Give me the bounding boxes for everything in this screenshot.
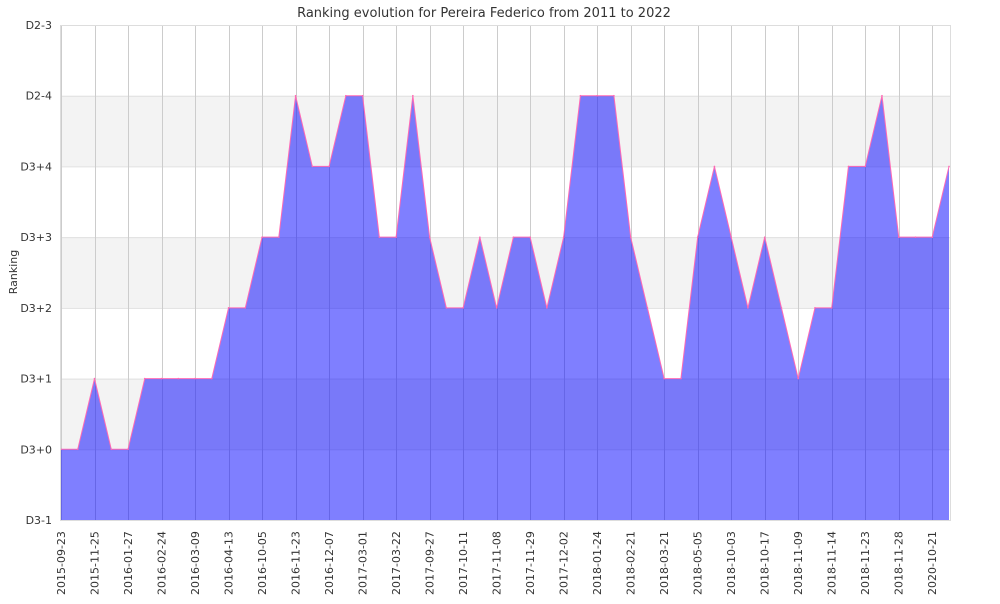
- data-point: [428, 236, 431, 238]
- x-tick-label: 2017-12-02: [558, 531, 571, 595]
- x-tick-label: 2016-11-23: [290, 531, 303, 595]
- data-point: [864, 165, 867, 168]
- data-point: [546, 307, 548, 309]
- x-tick-label: 2017-03-22: [390, 531, 403, 595]
- data-point: [663, 377, 665, 380]
- x-tick-label: 2018-05-05: [692, 531, 705, 595]
- x-tick-label: 2016-03-09: [189, 531, 202, 595]
- data-point: [797, 377, 800, 380]
- x-tick-label: 2016-01-27: [122, 531, 135, 595]
- data-point: [445, 307, 448, 309]
- data-point: [596, 94, 598, 97]
- data-point: [328, 165, 330, 168]
- data-point: [730, 236, 732, 238]
- data-point: [76, 448, 79, 451]
- y-tick-label: D3+3: [20, 231, 52, 244]
- data-point: [914, 236, 917, 238]
- data-point: [696, 236, 699, 238]
- ranking-line: [61, 95, 950, 450]
- plot-border: [60, 25, 951, 521]
- x-tick-label: 2018-11-14: [826, 531, 839, 595]
- x-tick-label: 2016-12-07: [323, 531, 336, 595]
- chart-title: Ranking evolution for Pereira Federico f…: [297, 6, 671, 21]
- x-tick-label: 2018-10-17: [759, 531, 772, 595]
- data-point: [629, 236, 632, 238]
- y-tick-label: D2-4: [26, 90, 52, 103]
- x-tick-label: 2018-01-24: [591, 531, 604, 595]
- y-tick-label: D3-1: [26, 514, 52, 527]
- data-point: [830, 307, 833, 309]
- data-point: [881, 94, 883, 97]
- y-tick-label: D3+4: [20, 160, 52, 173]
- data-point: [562, 236, 565, 238]
- data-point: [613, 94, 615, 97]
- data-point: [261, 236, 263, 238]
- data-point: [747, 307, 749, 309]
- x-tick-label: 2017-09-27: [424, 531, 437, 595]
- x-tick-label: 2018-11-28: [893, 531, 906, 595]
- data-point: [160, 377, 163, 380]
- data-point: [345, 94, 347, 97]
- data-point: [412, 94, 414, 97]
- data-point: [462, 307, 464, 309]
- grid-band: [61, 95, 950, 167]
- x-tick-label: 2018-11-09: [792, 531, 805, 595]
- x-tick-label: 2018-03-21: [658, 531, 671, 595]
- data-point: [847, 165, 850, 168]
- data-point: [127, 448, 129, 451]
- data-point: [361, 94, 364, 97]
- data-point: [110, 448, 113, 451]
- data-point: [680, 377, 682, 380]
- x-tick-label: 2015-09-23: [55, 531, 68, 595]
- data-point: [780, 307, 783, 309]
- data-point: [479, 236, 481, 238]
- data-point: [495, 307, 498, 309]
- data-point: [177, 377, 180, 380]
- x-tick-label: 2017-11-08: [491, 531, 504, 595]
- data-point: [194, 377, 196, 380]
- data-point: [143, 377, 146, 380]
- data-point: [93, 377, 96, 380]
- x-tick-label: 2016-02-24: [156, 531, 169, 595]
- y-tick-label: D3+1: [20, 373, 52, 386]
- data-point: [294, 94, 297, 97]
- x-tick-label: 2018-10-03: [725, 531, 738, 595]
- data-point: [579, 94, 582, 97]
- y-tick-label: D3+2: [20, 302, 52, 315]
- data-point: [931, 236, 934, 238]
- x-tick-label: 2016-10-05: [256, 531, 269, 595]
- x-tick-label: 2016-04-13: [223, 531, 236, 595]
- data-point: [948, 165, 950, 168]
- data-point: [395, 236, 397, 238]
- data-point: [311, 165, 314, 168]
- x-tick-label: 2015-11-25: [89, 531, 102, 595]
- data-point: [278, 236, 280, 238]
- x-tick-label: 2020-10-21: [926, 531, 939, 595]
- data-point: [244, 307, 247, 309]
- data-point: [763, 236, 766, 238]
- x-tick-label: 2017-11-29: [524, 531, 537, 595]
- y-axis-label: Ranking: [7, 250, 20, 295]
- data-point: [713, 165, 716, 168]
- data-point: [529, 236, 531, 238]
- data-point: [378, 236, 381, 238]
- x-tick-label: 2017-03-01: [357, 531, 370, 595]
- data-point: [646, 307, 649, 309]
- x-tick-label: 2018-02-21: [625, 531, 638, 595]
- y-tick-label: D3+0: [20, 443, 52, 456]
- x-tick-label: 2018-11-23: [859, 531, 872, 595]
- data-point: [210, 377, 213, 380]
- data-point: [512, 236, 515, 238]
- y-tick-label: D2-3: [26, 19, 52, 32]
- data-point: [897, 236, 900, 238]
- data-point: [814, 307, 816, 309]
- data-point: [227, 307, 230, 309]
- x-tick-label: 2017-10-11: [457, 531, 470, 595]
